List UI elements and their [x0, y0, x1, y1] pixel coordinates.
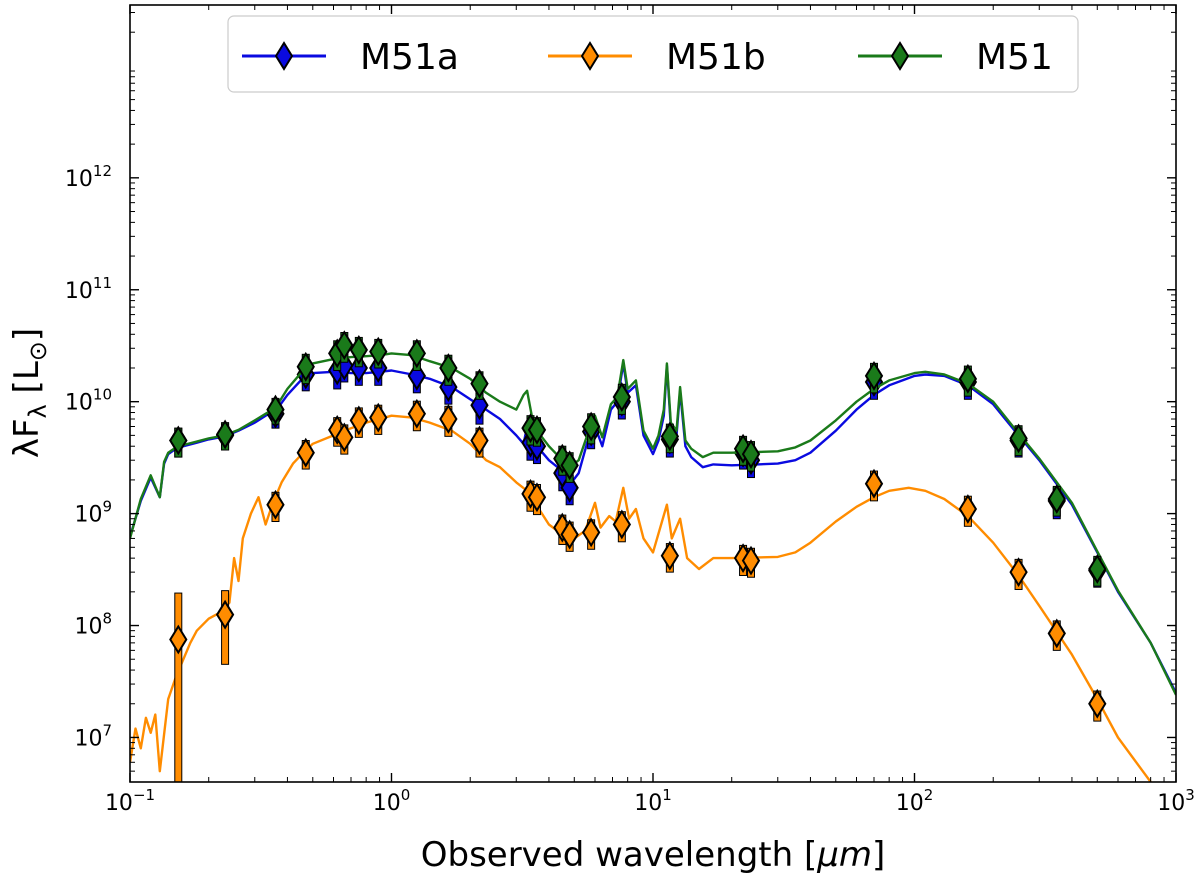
- legend-entries: M51a M51b M51: [242, 37, 1053, 78]
- data-point: [169, 425, 188, 456]
- data-point: [296, 437, 315, 468]
- data-point: [1088, 554, 1107, 584]
- data-point: [958, 363, 978, 394]
- data-point: [864, 360, 884, 391]
- data-point: [1088, 688, 1107, 719]
- axis-ticks: 10−1 100 101 102 103 107 108 109 1010 1011 1012: [65, 5, 1195, 816]
- x-tick-label: 10−1: [105, 786, 155, 816]
- legend-box: [227, 15, 1079, 93]
- data-point: [1009, 557, 1028, 588]
- data-point: [266, 489, 285, 520]
- plot-area: [130, 330, 1176, 782]
- plot-frame: [129, 4, 1177, 783]
- series-m51b: [130, 398, 1153, 782]
- data-point: [660, 540, 680, 571]
- x-tick-label: 101: [634, 786, 672, 816]
- data-point: [349, 405, 369, 436]
- data-point: [470, 368, 489, 399]
- data-point: [335, 330, 354, 361]
- y-axis-label: λFλ [L⊙]: [7, 328, 52, 458]
- data-point: [1047, 484, 1066, 514]
- data-point: [266, 394, 285, 425]
- data-point: [439, 353, 458, 383]
- legend-marker-m51b: [580, 41, 600, 71]
- legend-label-m51b: M51b: [666, 37, 766, 78]
- data-point: [560, 450, 579, 481]
- data-point: [741, 545, 761, 576]
- data-point: [958, 494, 978, 524]
- data-point: [470, 425, 489, 456]
- data-point: [527, 414, 547, 445]
- legend: M51a M51b M51: [227, 15, 1079, 93]
- data-point: [439, 404, 458, 434]
- data-point: [369, 336, 388, 367]
- x-tick-label: 100: [373, 786, 411, 816]
- data-point: [369, 402, 388, 433]
- data-point: [527, 482, 547, 513]
- x-tick-label: 102: [896, 786, 934, 816]
- y-tick-label: 1012: [65, 162, 112, 192]
- x-tick-label: 103: [1157, 786, 1195, 816]
- legend-label-m51: M51: [976, 37, 1053, 78]
- data-point: [335, 422, 354, 453]
- data-point: [741, 439, 761, 470]
- data-point: [864, 468, 884, 499]
- data-point: [169, 624, 188, 655]
- data-point: [612, 509, 632, 540]
- data-point: [215, 599, 235, 630]
- data-point: [581, 411, 601, 442]
- error-bar: [174, 592, 183, 782]
- data-point: [1047, 618, 1066, 649]
- y-tick-label: 1010: [65, 386, 112, 416]
- data-point: [296, 351, 315, 382]
- data-point: [560, 519, 579, 550]
- data-point: [581, 517, 601, 548]
- legend-label-m51a: M51a: [360, 37, 459, 78]
- y-tick-label: 108: [74, 610, 112, 640]
- data-point: [407, 338, 427, 369]
- legend-marker-m51a: [274, 41, 294, 71]
- y-tick-label: 1011: [65, 274, 112, 304]
- y-tick-label: 109: [74, 498, 112, 528]
- series-m51: [130, 330, 1176, 696]
- data-point: [612, 382, 632, 412]
- data-point: [349, 335, 369, 365]
- data-point: [407, 398, 427, 429]
- x-axis-label: Observed wavelength [μm]: [421, 835, 886, 875]
- y-tick-label: 107: [74, 721, 112, 751]
- data-point: [1009, 423, 1028, 454]
- data-point: [660, 421, 680, 452]
- data-point: [215, 419, 235, 450]
- legend-marker-m51: [890, 41, 910, 71]
